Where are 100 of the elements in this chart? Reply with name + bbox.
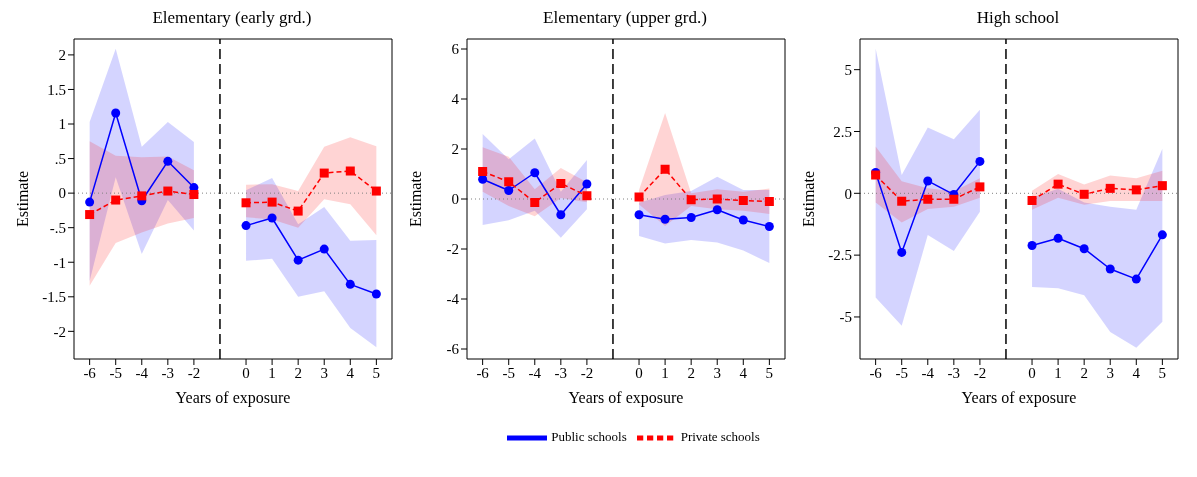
x-tick-label: -4: [921, 364, 935, 381]
point: [504, 177, 514, 187]
x-tick-label: 4: [739, 364, 748, 381]
x-tick-label: -2: [187, 364, 201, 381]
x-tick-label: 5: [372, 364, 381, 381]
point: [137, 191, 147, 201]
y-tick-label: 0: [451, 191, 459, 208]
point: [371, 289, 381, 299]
point: [1027, 240, 1037, 250]
y-tick-label: 0: [58, 185, 66, 202]
y-tick-label: 1.5: [47, 81, 66, 98]
point: [975, 156, 985, 166]
y-tick-label: -2: [53, 323, 66, 340]
legend-label: Private schools: [680, 429, 760, 444]
x-tick-label: 4: [1132, 364, 1141, 381]
x-tick-label: 0: [635, 364, 643, 381]
point: [712, 194, 722, 204]
y-tick-label: -2: [446, 241, 459, 258]
point: [85, 210, 95, 220]
point: [897, 247, 907, 257]
point: [738, 196, 748, 205]
x-tick-label: -5: [109, 364, 122, 381]
point: [1157, 181, 1167, 191]
point: [897, 196, 907, 206]
point: [764, 197, 774, 206]
point: [1131, 185, 1141, 195]
point: [189, 190, 199, 200]
x-tick-label: -6: [869, 364, 883, 381]
y-tick-label: -5: [839, 309, 852, 326]
y-tick-label: 1: [58, 116, 66, 133]
point: [1053, 233, 1063, 243]
point: [241, 198, 251, 208]
x-tick-label: 5: [1158, 364, 1167, 381]
point: [1079, 244, 1089, 254]
legend-label: Public schools: [551, 429, 627, 444]
chart-title: Elementary (early grd.): [151, 8, 313, 29]
point: [293, 255, 303, 265]
point: [345, 279, 355, 289]
x-tick-label: 4: [346, 364, 355, 381]
x-tick-label: 3: [1106, 364, 1114, 381]
x-tick-label: -6: [83, 364, 97, 381]
y-tick-label: -1: [53, 254, 66, 271]
x-tick-label: -5: [502, 364, 515, 381]
y-tick-label: 0: [844, 185, 852, 202]
point: [975, 182, 985, 192]
x-tick-label: -5: [895, 364, 908, 381]
point: [111, 195, 121, 205]
point: [478, 167, 488, 176]
y-axis-title: Estimate: [799, 171, 817, 227]
x-tick-label: -2: [973, 364, 987, 381]
point: [1027, 195, 1037, 205]
point: [345, 166, 355, 176]
point: [923, 176, 933, 186]
point: [530, 168, 540, 178]
x-axis-title: Years of exposure: [568, 389, 684, 407]
y-axis-title: Estimate: [13, 171, 31, 227]
point: [1053, 179, 1063, 189]
x-tick-label: 2: [687, 364, 695, 381]
point: [504, 186, 514, 195]
point: [163, 156, 173, 166]
y-tick-label: 5: [844, 61, 852, 78]
point: [686, 213, 696, 222]
y-tick-label: -6: [446, 341, 460, 358]
chart-title: High school: [975, 8, 1061, 29]
x-tick-label: -3: [554, 364, 568, 381]
x-tick-label: 2: [1080, 364, 1088, 381]
point: [1157, 230, 1167, 240]
point: [293, 206, 303, 216]
y-tick-label: 2.5: [833, 123, 852, 140]
x-axis-title: Years of exposure: [175, 389, 291, 407]
y-tick-label: 4: [451, 91, 460, 108]
point: [319, 168, 329, 178]
x-tick-label: 0: [1028, 364, 1036, 381]
x-tick-label: 1: [268, 364, 276, 381]
point: [163, 186, 173, 196]
x-tick-label: 3: [320, 364, 328, 381]
point: [660, 164, 670, 174]
point: [712, 205, 722, 215]
x-tick-label: 3: [713, 364, 721, 381]
x-tick-label: 1: [1054, 364, 1062, 381]
x-tick-label: 5: [765, 364, 774, 381]
chart-title: Elementary (upper grd.): [542, 8, 708, 29]
y-tick-label: -.5: [49, 220, 66, 237]
point: [738, 215, 748, 225]
point: [85, 197, 95, 207]
point: [582, 191, 592, 201]
point: [764, 222, 774, 231]
y-tick-label: 2: [58, 47, 66, 64]
point: [923, 194, 933, 204]
point: [686, 195, 696, 205]
x-tick-label: 2: [294, 364, 302, 381]
point: [1105, 264, 1115, 274]
y-axis-title: Estimate: [406, 171, 424, 227]
y-tick-label: 2: [451, 141, 459, 158]
x-tick-label: -4: [528, 364, 542, 381]
point: [556, 179, 566, 188]
x-tick-label: -3: [947, 364, 961, 381]
y-tick-label: -1.5: [42, 289, 66, 306]
point: [582, 179, 592, 189]
x-tick-label: 0: [242, 364, 250, 381]
